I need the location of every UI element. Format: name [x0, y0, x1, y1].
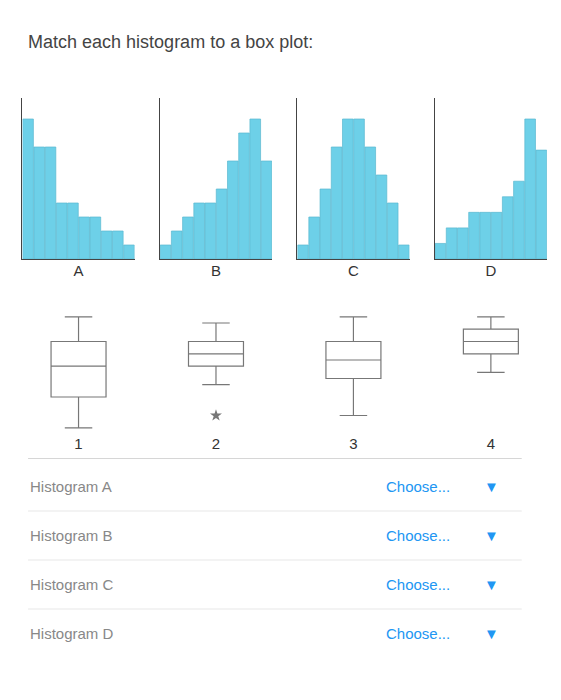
svg-text:1: 1	[74, 435, 82, 452]
svg-text:2: 2	[212, 435, 220, 452]
svg-text:Histogram A: Histogram A	[30, 478, 112, 495]
svg-text:3: 3	[349, 435, 357, 452]
svg-text:Match each histogram to a box: Match each histogram to a box plot:	[28, 32, 313, 52]
svg-text:▼: ▼	[484, 478, 499, 495]
svg-text:B: B	[211, 262, 221, 279]
svg-text:Histogram B: Histogram B	[30, 527, 113, 544]
svg-text:C: C	[348, 262, 359, 279]
svg-text:4: 4	[487, 435, 495, 452]
svg-text:▼: ▼	[484, 625, 499, 642]
svg-text:▼: ▼	[484, 527, 499, 544]
svg-text:Histogram D: Histogram D	[30, 625, 114, 642]
svg-text:D: D	[485, 262, 496, 279]
svg-text:Choose...: Choose...	[386, 478, 450, 495]
svg-text:A: A	[74, 262, 84, 279]
svg-text:▼: ▼	[484, 576, 499, 593]
svg-text:Histogram C: Histogram C	[30, 576, 114, 593]
svg-text:Choose...: Choose...	[386, 625, 450, 642]
svg-text:Choose...: Choose...	[386, 576, 450, 593]
svg-text:Choose...: Choose...	[386, 527, 450, 544]
